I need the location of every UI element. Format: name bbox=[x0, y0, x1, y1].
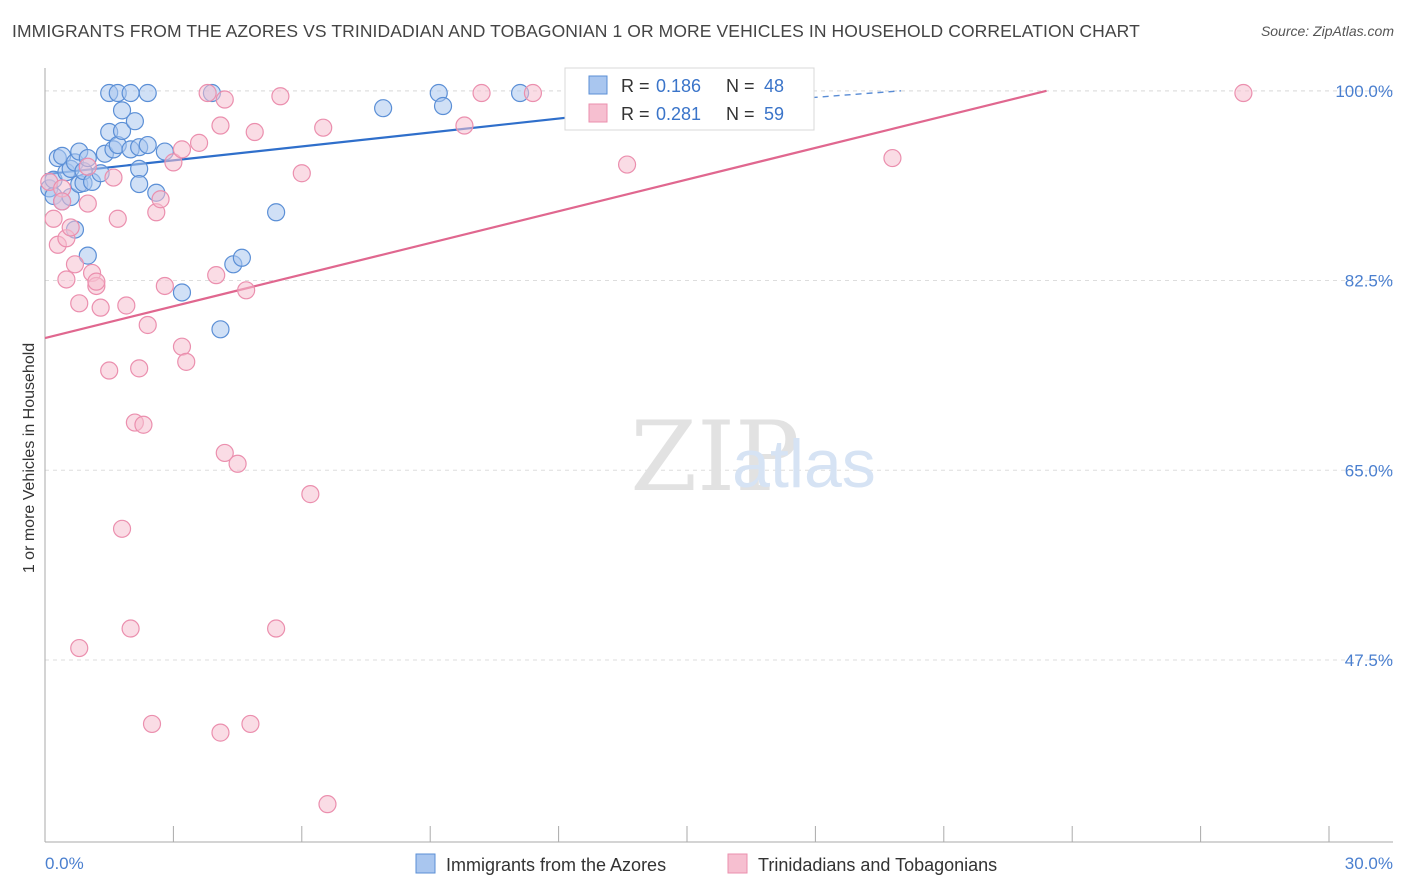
legend: R = 0.186 N = 48 R = 0.281 N = 59 bbox=[564, 67, 815, 131]
pink-data-point bbox=[78, 194, 97, 213]
blue-data-point bbox=[112, 101, 132, 120]
blue-data-point bbox=[125, 112, 144, 131]
data-points bbox=[40, 83, 1253, 814]
pink-data-point bbox=[164, 153, 183, 172]
y-tick-label: 100.0% bbox=[1335, 82, 1393, 101]
pink-data-point bbox=[130, 359, 149, 378]
blue-data-point bbox=[130, 174, 149, 194]
blue-data-point bbox=[121, 83, 140, 103]
blue-data-point bbox=[267, 203, 286, 222]
pink-data-point bbox=[215, 90, 234, 109]
trend-lines bbox=[44, 89, 1047, 340]
pink-data-point bbox=[245, 122, 264, 142]
pink-data-point bbox=[142, 714, 162, 734]
y-tick-label: 47.5% bbox=[1345, 651, 1393, 670]
legend-swatch-blue bbox=[588, 75, 608, 95]
y-tick-label: 65.0% bbox=[1345, 461, 1393, 480]
legend-r-value-blue: 0.186 bbox=[656, 76, 701, 96]
pink-data-point bbox=[883, 148, 902, 168]
y-tick-label: 82.5% bbox=[1345, 272, 1393, 291]
pink-data-point bbox=[104, 168, 123, 187]
chart-title: IMMIGRANTS FROM THE AZORES VS TRINIDADIA… bbox=[12, 21, 1140, 41]
bottom-legend-swatch-blue bbox=[415, 853, 436, 874]
pink-data-point bbox=[292, 164, 311, 183]
pink-data-point bbox=[44, 209, 63, 228]
x-tick-label-max: 30.0% bbox=[1345, 854, 1393, 873]
pink-data-point bbox=[211, 723, 230, 742]
y-axis-label: 1 or more Vehicles in Household bbox=[21, 343, 38, 573]
legend-r-label-pink: R = bbox=[621, 104, 650, 124]
pink-data-point bbox=[100, 361, 119, 380]
pink-data-point bbox=[70, 638, 89, 658]
legend-n-label-blue: N = bbox=[726, 76, 755, 96]
pink-data-point bbox=[177, 352, 196, 371]
bottom-legend-swatch-pink bbox=[727, 853, 748, 874]
pink-data-point bbox=[108, 209, 127, 228]
pink-data-point bbox=[1234, 83, 1253, 103]
legend-r-label-blue: R = bbox=[621, 76, 650, 96]
pink-data-point bbox=[121, 619, 140, 638]
pink-data-point bbox=[53, 192, 72, 211]
legend-swatch-pink bbox=[588, 103, 608, 123]
pink-data-point bbox=[78, 157, 97, 176]
pink-data-point bbox=[455, 116, 474, 135]
blue-data-point bbox=[211, 320, 230, 339]
pink-data-point bbox=[228, 454, 247, 473]
legend-n-value-pink: 59 bbox=[764, 104, 784, 124]
blue-data-point bbox=[433, 96, 453, 116]
x-tick-label-min: 0.0% bbox=[45, 854, 84, 873]
pink-data-point bbox=[70, 294, 89, 313]
bottom-legend-label-pink: Trinidadians and Tobagonians bbox=[758, 855, 997, 875]
bottom-legend-label-blue: Immigrants from the Azores bbox=[446, 855, 666, 875]
pink-data-point bbox=[207, 266, 226, 285]
pink-data-point bbox=[271, 87, 290, 106]
y-tick-labels: 47.5% 65.0% 82.5% 100.0% bbox=[1335, 82, 1393, 670]
blue-data-point bbox=[172, 283, 192, 302]
pink-data-point bbox=[523, 83, 543, 103]
pink-data-point bbox=[61, 218, 80, 237]
pink-data-point bbox=[91, 298, 110, 317]
pink-data-point bbox=[198, 83, 217, 103]
watermark-zip: ZIP bbox=[630, 401, 799, 513]
grid-lines bbox=[45, 90, 1393, 661]
blue-data-point bbox=[138, 135, 157, 155]
pink-data-point bbox=[267, 619, 286, 638]
pink-data-point bbox=[87, 272, 106, 291]
pink-data-point bbox=[138, 315, 157, 335]
blue-data-point bbox=[112, 121, 132, 141]
pink-data-point bbox=[241, 714, 260, 734]
legend-n-value-blue: 48 bbox=[764, 76, 784, 96]
blue-data-point bbox=[232, 248, 251, 267]
pink-data-point bbox=[301, 485, 320, 504]
watermark-atlas: atlas bbox=[732, 426, 876, 502]
pink-data-point bbox=[65, 255, 85, 274]
chart-source: Source: ZipAtlas.com bbox=[1260, 23, 1394, 39]
pink-data-point bbox=[172, 337, 192, 356]
blue-data-point bbox=[130, 159, 149, 178]
pink-data-point bbox=[617, 155, 637, 174]
bottom-legend: Immigrants from the Azores Trinidadians … bbox=[415, 853, 997, 875]
pink-data-point bbox=[112, 519, 132, 538]
pink-data-point bbox=[151, 190, 170, 209]
pink-data-point bbox=[117, 296, 136, 315]
pink-data-point bbox=[57, 270, 76, 289]
blue-data-point bbox=[138, 83, 157, 103]
pink-data-point bbox=[472, 83, 491, 103]
pink-data-point bbox=[211, 116, 230, 135]
legend-r-value-pink: 0.281 bbox=[656, 104, 701, 124]
pink-data-point bbox=[237, 281, 256, 300]
pink-data-point bbox=[189, 133, 209, 152]
blue-data-point bbox=[78, 246, 97, 265]
pink-data-point bbox=[314, 118, 333, 137]
pink-data-point bbox=[172, 140, 192, 159]
blue-data-point bbox=[374, 99, 393, 118]
pink-data-point bbox=[215, 443, 234, 463]
pink-data-point bbox=[155, 276, 174, 296]
legend-n-label-pink: N = bbox=[726, 104, 755, 124]
pink-trend-line bbox=[44, 89, 1047, 340]
pink-data-point bbox=[318, 795, 337, 814]
pink-data-point bbox=[134, 415, 153, 434]
